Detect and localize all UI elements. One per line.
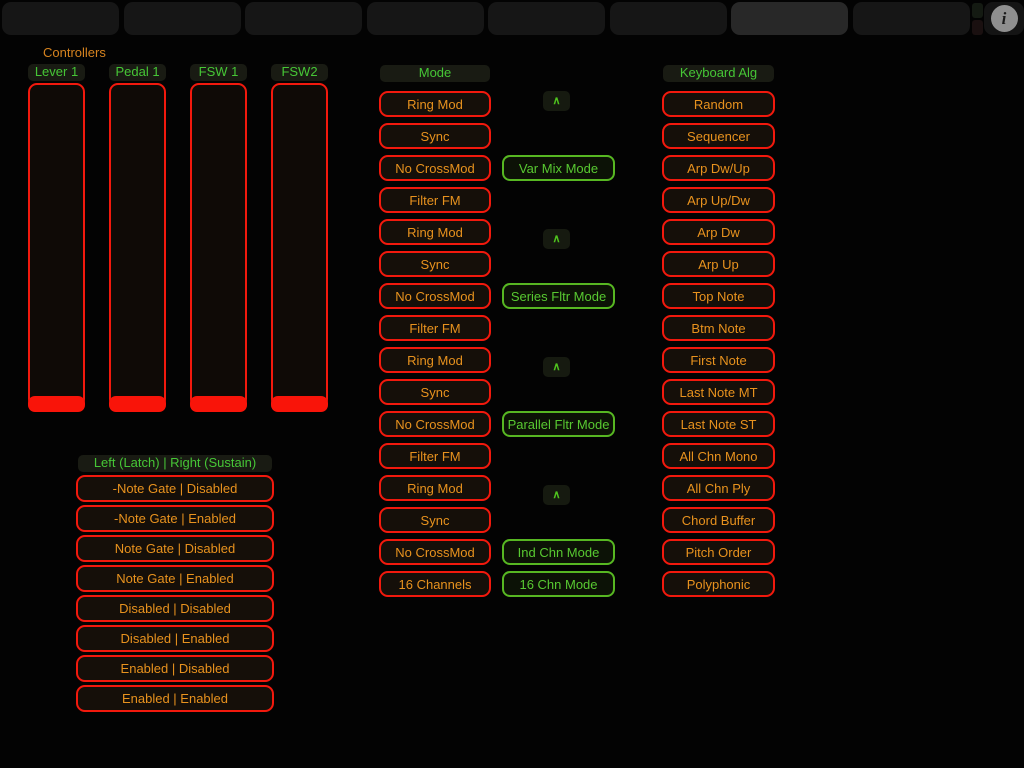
mode-option-button[interactable]: Filter FM bbox=[379, 315, 491, 341]
tab-5[interactable] bbox=[488, 2, 605, 35]
keyboard-alg-option-button[interactable]: Arp Dw/Up bbox=[662, 155, 775, 181]
slider-pedal1[interactable] bbox=[109, 83, 166, 408]
slider-label-pedal1: Pedal 1 bbox=[109, 64, 166, 81]
caret-up-button[interactable]: ∧ bbox=[543, 485, 570, 505]
tab-2[interactable] bbox=[124, 2, 241, 35]
footswitch-option-button[interactable]: Enabled | Enabled bbox=[76, 685, 274, 712]
mode-option-button[interactable]: No CrossMod bbox=[379, 155, 491, 181]
keyboard-alg-option-button[interactable]: Arp Up/Dw bbox=[662, 187, 775, 213]
caret-up-button[interactable]: ∧ bbox=[543, 229, 570, 249]
mode-button-column: Ring Mod Sync No CrossMod Filter FM Ring… bbox=[379, 91, 491, 597]
keyboard-alg-option-button[interactable]: Sequencer bbox=[662, 123, 775, 149]
keyboard-alg-option-button[interactable]: First Note bbox=[662, 347, 775, 373]
mode-option-button[interactable]: No CrossMod bbox=[379, 283, 491, 309]
keyboard-alg-option-button[interactable]: Arp Up bbox=[662, 251, 775, 277]
mode-group-button-parallel-fltr[interactable]: Parallel Fltr Mode bbox=[502, 411, 615, 437]
footswitch-button-column: -Note Gate | Disabled -Note Gate | Enabl… bbox=[76, 475, 274, 712]
keyboard-alg-option-button[interactable]: Polyphonic bbox=[662, 571, 775, 597]
info-icon: i bbox=[990, 5, 1018, 32]
mode-option-button[interactable]: Sync bbox=[379, 507, 491, 533]
mode-option-button[interactable]: Ring Mod bbox=[379, 475, 491, 501]
keyboard-alg-option-button[interactable]: Chord Buffer bbox=[662, 507, 775, 533]
info-button[interactable]: i bbox=[984, 2, 1024, 35]
mode-section-header: Mode bbox=[380, 65, 490, 82]
caret-up-button[interactable]: ∧ bbox=[543, 357, 570, 377]
slider-lever1-handle[interactable] bbox=[28, 396, 85, 412]
tab-8[interactable] bbox=[853, 2, 970, 35]
mode-option-button[interactable]: Ring Mod bbox=[379, 347, 491, 373]
tab-7-selected[interactable] bbox=[731, 2, 848, 35]
slider-fsw2-handle[interactable] bbox=[271, 396, 328, 412]
keyboard-alg-option-button[interactable]: Top Note bbox=[662, 283, 775, 309]
keyboard-alg-option-button[interactable]: Last Note MT bbox=[662, 379, 775, 405]
mini-toggle-top-button[interactable] bbox=[972, 3, 983, 18]
footswitch-option-button[interactable]: Disabled | Disabled bbox=[76, 595, 274, 622]
keyboard-alg-option-button[interactable]: Btm Note bbox=[662, 315, 775, 341]
slider-lever1[interactable] bbox=[28, 83, 85, 408]
footswitch-option-button[interactable]: -Note Gate | Disabled bbox=[76, 475, 274, 502]
mode-option-button[interactable]: No CrossMod bbox=[379, 539, 491, 565]
footswitch-option-button[interactable]: -Note Gate | Enabled bbox=[76, 505, 274, 532]
mode-group-button-16-chn[interactable]: 16 Chn Mode bbox=[502, 571, 615, 597]
mode-group-button-series-fltr[interactable]: Series Fltr Mode bbox=[502, 283, 615, 309]
slider-label-lever1: Lever 1 bbox=[28, 64, 85, 81]
keyboard-alg-section-header: Keyboard Alg bbox=[663, 65, 774, 82]
tab-3[interactable] bbox=[245, 2, 362, 35]
keyboard-alg-option-button[interactable]: Pitch Order bbox=[662, 539, 775, 565]
slider-fsw1-handle[interactable] bbox=[190, 396, 247, 412]
tab-6[interactable] bbox=[610, 2, 727, 35]
footswitch-option-button[interactable]: Note Gate | Enabled bbox=[76, 565, 274, 592]
keyboard-alg-option-button[interactable]: All Chn Mono bbox=[662, 443, 775, 469]
mode-option-button[interactable]: Sync bbox=[379, 379, 491, 405]
mode-option-button[interactable]: Sync bbox=[379, 123, 491, 149]
tab-4[interactable] bbox=[367, 2, 484, 35]
caret-up-button[interactable]: ∧ bbox=[543, 91, 570, 111]
footswitch-section-header: Left (Latch) | Right (Sustain) bbox=[78, 455, 272, 472]
mode-option-button[interactable]: Filter FM bbox=[379, 443, 491, 469]
keyboard-alg-option-button[interactable]: Last Note ST bbox=[662, 411, 775, 437]
mode-option-button[interactable]: Sync bbox=[379, 251, 491, 277]
controllers-section-title: Controllers bbox=[43, 45, 106, 60]
keyboard-alg-option-button[interactable]: Arp Dw bbox=[662, 219, 775, 245]
mode-option-button[interactable]: Ring Mod bbox=[379, 219, 491, 245]
mini-toggle-bottom-button[interactable] bbox=[972, 20, 983, 35]
slider-label-fsw1: FSW 1 bbox=[190, 64, 247, 81]
slider-pedal1-handle[interactable] bbox=[109, 396, 166, 412]
tab-1[interactable] bbox=[2, 2, 119, 35]
mode-option-button[interactable]: No CrossMod bbox=[379, 411, 491, 437]
footswitch-option-button[interactable]: Disabled | Enabled bbox=[76, 625, 274, 652]
mode-group-button-var-mix[interactable]: Var Mix Mode bbox=[502, 155, 615, 181]
keyboard-alg-option-button[interactable]: All Chn Ply bbox=[662, 475, 775, 501]
keyboard-alg-button-column: Random Sequencer Arp Dw/Up Arp Up/Dw Arp… bbox=[662, 91, 775, 597]
slider-fsw2[interactable] bbox=[271, 83, 328, 408]
footswitch-option-button[interactable]: Note Gate | Disabled bbox=[76, 535, 274, 562]
slider-fsw1[interactable] bbox=[190, 83, 247, 408]
mode-option-button[interactable]: 16 Channels bbox=[379, 571, 491, 597]
mode-group-button-ind-chn[interactable]: Ind Chn Mode bbox=[502, 539, 615, 565]
mode-option-button[interactable]: Filter FM bbox=[379, 187, 491, 213]
slider-label-fsw2: FSW2 bbox=[271, 64, 328, 81]
keyboard-alg-option-button[interactable]: Random bbox=[662, 91, 775, 117]
footswitch-option-button[interactable]: Enabled | Disabled bbox=[76, 655, 274, 682]
mode-option-button[interactable]: Ring Mod bbox=[379, 91, 491, 117]
